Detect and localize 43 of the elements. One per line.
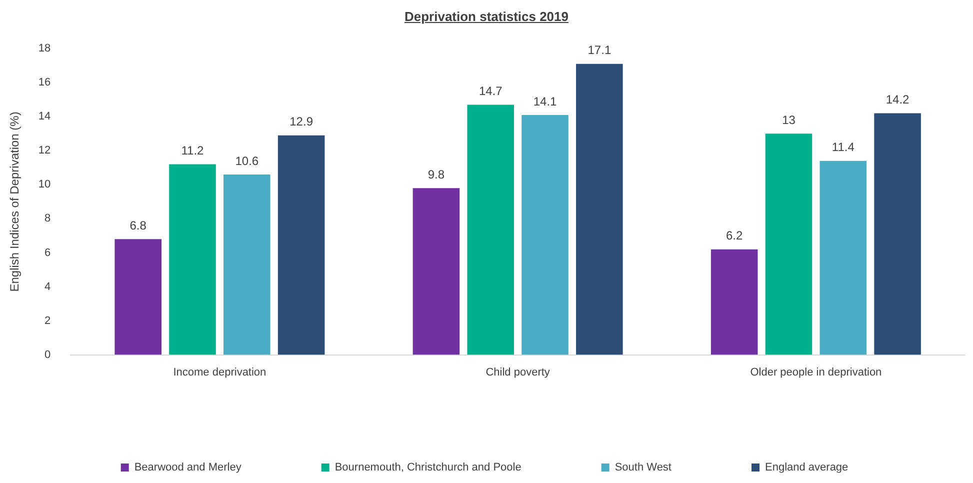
data-label: 14.2 — [886, 92, 910, 107]
bar — [412, 188, 460, 355]
bar — [114, 239, 162, 355]
legend-label: Bournemouth, Christchurch and Poole — [334, 462, 522, 474]
bar — [522, 114, 568, 355]
y-tick-label: 16 — [38, 76, 51, 89]
x-tick-label: Income deprivation — [173, 366, 266, 378]
legend-label: South West — [614, 462, 672, 474]
y-tick-label: 2 — [44, 314, 51, 327]
y-tick-label: 12 — [38, 144, 51, 157]
y-tick-label: 14 — [38, 110, 51, 123]
y-tick-label: 6 — [44, 246, 51, 259]
data-label: 14.1 — [533, 94, 558, 108]
data-label: 6.2 — [726, 228, 743, 243]
legend-label: England average — [764, 462, 848, 474]
legend-label: Bearwood and Merley — [134, 462, 242, 474]
y-tick-label: 18 — [38, 42, 51, 55]
bar — [765, 134, 812, 355]
bar — [820, 160, 867, 355]
x-tick-label: Older people in deprivation — [750, 366, 882, 378]
bar — [467, 104, 514, 355]
x-tick-label: Child poverty — [486, 366, 550, 378]
data-label: 12.9 — [290, 114, 314, 129]
bar — [874, 113, 921, 355]
y-tick-label: 10 — [38, 178, 51, 191]
y-tick-label: 4 — [44, 280, 51, 293]
bar — [224, 174, 270, 355]
data-label: 13 — [782, 112, 796, 127]
data-label: 10.6 — [235, 154, 259, 168]
data-label: 14.7 — [478, 84, 503, 98]
bar — [169, 164, 216, 355]
chart-title: Deprivation statistics 2019 — [403, 8, 570, 26]
bar — [576, 64, 623, 355]
y-axis-title: English Indices of Deprivation (%) — [8, 112, 22, 292]
data-label: 9.8 — [428, 167, 445, 182]
y-tick-label: 8 — [44, 212, 51, 225]
data-label: 17.1 — [588, 43, 612, 58]
data-label: 11.2 — [181, 144, 204, 158]
y-tick-label: 0 — [44, 348, 51, 361]
bar — [710, 249, 758, 355]
data-label: 11.4 — [832, 140, 855, 154]
data-label: 6.8 — [130, 218, 147, 232]
bar — [278, 135, 325, 355]
